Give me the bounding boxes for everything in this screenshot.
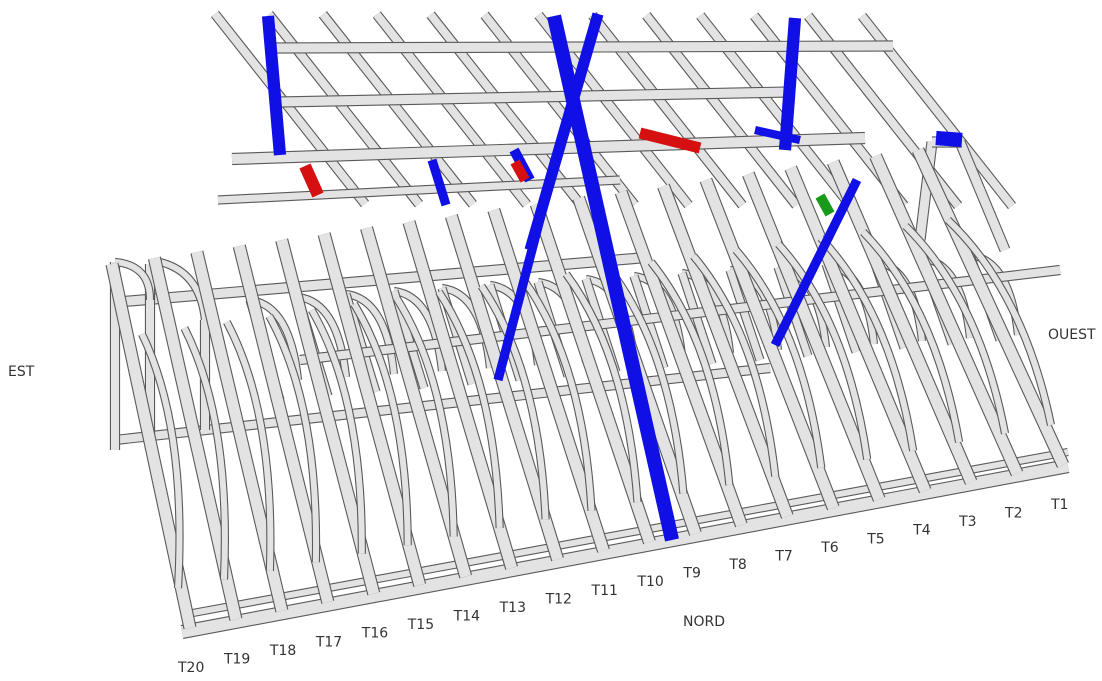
- middle-purlin: [231, 131, 866, 166]
- highlighted-blue-brace: [493, 198, 550, 382]
- rear-rafter: [210, 10, 370, 208]
- highlighted-red-tie: [638, 127, 702, 154]
- truss-strut-t11: [520, 277, 596, 512]
- truss-strut-t8: [647, 259, 734, 486]
- labels-layer: EST OUEST NORD T20 T19 T18 T17 T16 T15 T14 T13 T…: [8, 327, 1096, 676]
- truss-label-t1: T1: [1050, 497, 1068, 513]
- truss-rafter-t12: [445, 214, 564, 562]
- truss-label-t5: T5: [866, 531, 884, 547]
- truss-rafter-t1: [912, 147, 1069, 468]
- highlighted-red-wedge: [510, 159, 530, 183]
- front-rafters-layer: [105, 147, 1070, 639]
- truss-rafter-t4: [784, 165, 932, 494]
- truss-strut-t5: [775, 241, 872, 460]
- truss-strut-t19: [180, 326, 229, 580]
- upper-purlin: [279, 86, 791, 108]
- truss-label-t14: T14: [453, 609, 480, 625]
- rear-frame-layer: [210, 10, 1017, 253]
- highlighted-blue-brace: [427, 158, 451, 207]
- truss-label-t12: T12: [545, 591, 572, 607]
- truss-label-t18: T18: [269, 643, 296, 659]
- arched-brace: [297, 292, 351, 378]
- truss-rafter-t7: [657, 183, 794, 519]
- truss-strut-t1: [945, 217, 1056, 426]
- west-gable-post: [914, 141, 938, 241]
- highlighted-members-layer: [261, 12, 963, 542]
- truss-label-t19: T19: [223, 651, 250, 667]
- west-label: OUEST: [1048, 327, 1096, 343]
- truss-strut-t6: [732, 247, 826, 469]
- truss-rafter-t5: [742, 171, 886, 502]
- truss-label-t7: T7: [774, 548, 792, 564]
- truss-label-t4: T4: [912, 523, 931, 539]
- truss-label-t8: T8: [728, 557, 746, 573]
- truss-strut-t17: [265, 314, 321, 563]
- truss-label-t13: T13: [499, 600, 526, 616]
- truss-strut-t15: [350, 301, 412, 546]
- truss-strut-t3: [860, 229, 964, 443]
- arched-brace: [393, 286, 447, 372]
- east-arch-brace: [114, 257, 155, 301]
- truss-strut-t16: [308, 307, 366, 554]
- truss-rafter-t8: [614, 189, 748, 528]
- truss-label-t11: T11: [591, 583, 618, 599]
- truss-label-t10: T10: [636, 574, 663, 590]
- truss-label-t17: T17: [315, 634, 342, 650]
- west-gable-post: [954, 139, 1011, 253]
- truss-rafter-t3: [827, 159, 978, 485]
- highlighted-blue-tie: [754, 125, 801, 145]
- truss-strut-t18: [223, 320, 275, 571]
- truss-label-t16: T16: [361, 626, 388, 642]
- truss-rafter-t10: [529, 201, 656, 545]
- north-label: NORD: [683, 614, 725, 630]
- highlighted-green-wedge: [815, 193, 835, 217]
- front-sill-beam: [180, 459, 1070, 639]
- highlighted-blue-post: [778, 17, 802, 151]
- truss-label-t9: T9: [682, 566, 700, 582]
- truss-rafter-t6: [699, 177, 840, 511]
- east-arch-brace: [158, 258, 210, 321]
- truss-strut-t4: [817, 235, 918, 452]
- low-rafter: [677, 271, 717, 366]
- low-rafter: [725, 268, 765, 362]
- truss-label-t3: T3: [958, 514, 976, 530]
- truss-strut-t7: [690, 253, 780, 477]
- truss-label-t20: T20: [177, 660, 204, 676]
- highlighted-blue-brace: [770, 177, 862, 348]
- truss-strut-t2: [902, 223, 1010, 435]
- truss-strut-t12: [477, 283, 550, 520]
- truss-strut-t20: [138, 332, 184, 589]
- truss-strut-t10: [562, 271, 642, 503]
- truss-label-t6: T6: [820, 540, 839, 556]
- truss-label-t15: T15: [407, 617, 434, 633]
- truss-rafter-t11: [487, 207, 610, 553]
- east-label: EST: [8, 364, 35, 380]
- truss-rafter-t13: [402, 220, 518, 570]
- highlighted-red-wedge: [299, 163, 324, 198]
- highlighted-blue-tie: [935, 130, 963, 148]
- truss-rafter-t2: [869, 153, 1024, 477]
- truss-strut-t13: [435, 289, 504, 529]
- highlighted-blue-post: [261, 15, 287, 156]
- truss-label-t2: T2: [1004, 506, 1022, 522]
- truss-strut-t9: [605, 265, 688, 494]
- truss-strut-t14: [393, 295, 458, 537]
- arched-brace: [345, 289, 399, 375]
